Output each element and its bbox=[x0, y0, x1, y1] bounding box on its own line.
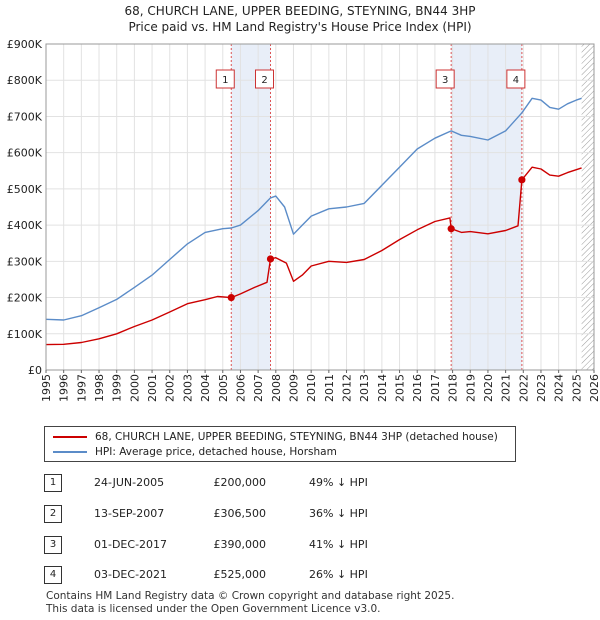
x-tick-label: 1999 bbox=[111, 374, 124, 402]
x-tick-label: 2013 bbox=[358, 374, 371, 402]
x-tick-label: 2005 bbox=[217, 374, 230, 402]
sale-annotation-label: 2 bbox=[261, 75, 267, 86]
x-tick-label: 2023 bbox=[535, 374, 548, 402]
x-tick-label: 1998 bbox=[93, 374, 106, 402]
sale-point bbox=[447, 225, 455, 233]
y-tick-label: £800K bbox=[7, 74, 43, 87]
transaction-hpi: 26% ↓ HPI bbox=[309, 568, 368, 581]
x-tick-label: 2008 bbox=[270, 374, 283, 402]
legend-hpi-swatch bbox=[53, 451, 87, 453]
y-tick-label: £300K bbox=[7, 255, 43, 268]
sale-annotation-label: 1 bbox=[222, 75, 228, 86]
chart-title: 68, CHURCH LANE, UPPER BEEDING, STEYNING… bbox=[124, 4, 476, 18]
x-tick-label: 2012 bbox=[341, 374, 354, 402]
transaction-price: £200,000 bbox=[213, 476, 267, 489]
x-tick-label: 2002 bbox=[164, 374, 177, 402]
legend-hpi-label: HPI: Average price, detached house, Hors… bbox=[95, 446, 337, 458]
transaction-number: 2 bbox=[44, 505, 62, 523]
sale-annotation-box bbox=[435, 69, 455, 89]
transaction-date: 03-DEC-2021 bbox=[94, 568, 168, 581]
legend-hpi: HPI: Average price, detached house, Hors… bbox=[53, 446, 337, 458]
price-chart: 1 2 3 4 £0 £100K £200K £300K £400K £500K £600K £70… bbox=[7, 38, 600, 402]
hatched-region bbox=[581, 44, 594, 370]
chart-legend: 68, CHURCH LANE, UPPER BEEDING, STEYNING… bbox=[44, 426, 516, 462]
sale-point bbox=[227, 293, 235, 302]
x-tick-label: 2017 bbox=[429, 374, 442, 402]
x-tick-label: 1996 bbox=[58, 374, 71, 402]
x-tick-label: 2025 bbox=[570, 374, 583, 402]
y-tick-label: £600K bbox=[7, 147, 43, 160]
transaction-date: 13-SEP-2007 bbox=[94, 507, 165, 520]
y-tick-label: £0 bbox=[28, 364, 42, 377]
transaction-price: £390,000 bbox=[213, 538, 267, 551]
sale-annotation-box bbox=[506, 69, 526, 89]
chart-subtitle: Price paid vs. HM Land Registry's House … bbox=[128, 20, 472, 34]
x-tick-label: 2019 bbox=[464, 374, 477, 402]
plot-frame bbox=[45, 43, 595, 371]
y-tick-label: £200K bbox=[7, 292, 43, 305]
x-tick-label: 2001 bbox=[146, 374, 159, 402]
x-tick-label: 2004 bbox=[199, 374, 212, 402]
y-tick-label: £400K bbox=[7, 219, 43, 232]
transaction-number: 1 bbox=[44, 474, 62, 492]
footer-copyright: Contains HM Land Registry data © Crown c… bbox=[46, 590, 455, 602]
transaction-hpi: 36% ↓ HPI bbox=[309, 507, 368, 520]
transaction-hpi: 49% ↓ HPI bbox=[309, 476, 368, 489]
x-tick-label: 1997 bbox=[75, 374, 88, 402]
transaction-number: 4 bbox=[44, 566, 62, 584]
x-tick-label: 2021 bbox=[500, 374, 513, 402]
x-tick-label: 2018 bbox=[447, 374, 460, 402]
transaction-date: 01-DEC-2017 bbox=[94, 538, 168, 551]
y-tick-label: £500K bbox=[7, 183, 43, 196]
y-tick-label: £700K bbox=[7, 110, 43, 123]
shaded-region bbox=[231, 44, 271, 370]
transaction-price: £306,500 bbox=[213, 507, 267, 520]
sale-annotation-label: 3 bbox=[442, 75, 448, 86]
x-tick-label: 2026 bbox=[588, 374, 600, 402]
x-tick-label: 2011 bbox=[323, 374, 336, 402]
x-tick-label: 2020 bbox=[482, 374, 495, 402]
transaction-price: £525,000 bbox=[213, 568, 267, 581]
x-tick-label: 2006 bbox=[234, 374, 247, 402]
x-tick-label: 2024 bbox=[553, 374, 566, 402]
x-tick-label: 2016 bbox=[411, 374, 424, 402]
x-tick-label: 2007 bbox=[252, 374, 265, 402]
transaction-date: 24-JUN-2005 bbox=[94, 476, 165, 489]
x-tick-label: 2022 bbox=[517, 374, 530, 402]
x-tick-label: 2009 bbox=[287, 374, 300, 402]
x-tick-label: 2015 bbox=[394, 374, 407, 402]
footer-license: This data is licensed under the Open Gov… bbox=[46, 603, 381, 615]
legend-property-swatch bbox=[53, 436, 87, 438]
y-tick-label: £900K bbox=[7, 38, 43, 51]
hpi-series-line bbox=[45, 97, 582, 321]
shaded-region bbox=[451, 44, 522, 370]
legend-property: 68, CHURCH LANE, UPPER BEEDING, STEYNING… bbox=[53, 431, 498, 443]
x-tick-label: 2014 bbox=[376, 374, 389, 402]
sale-point bbox=[266, 255, 275, 263]
sale-annotation-box bbox=[215, 69, 235, 89]
legend-property-label: 68, CHURCH LANE, UPPER BEEDING, STEYNING… bbox=[95, 431, 498, 443]
x-tick-label: 2003 bbox=[181, 374, 194, 402]
sale-point bbox=[518, 176, 526, 184]
sale-annotation-label: 4 bbox=[513, 75, 519, 86]
sale-annotation-box bbox=[255, 69, 275, 89]
y-tick-label: £100K bbox=[7, 328, 43, 341]
transaction-hpi: 41% ↓ HPI bbox=[309, 538, 368, 551]
x-tick-label: 1995 bbox=[40, 374, 53, 402]
transaction-number: 3 bbox=[44, 536, 62, 554]
x-tick-label: 2000 bbox=[128, 374, 141, 402]
x-tick-label: 2010 bbox=[305, 374, 318, 402]
